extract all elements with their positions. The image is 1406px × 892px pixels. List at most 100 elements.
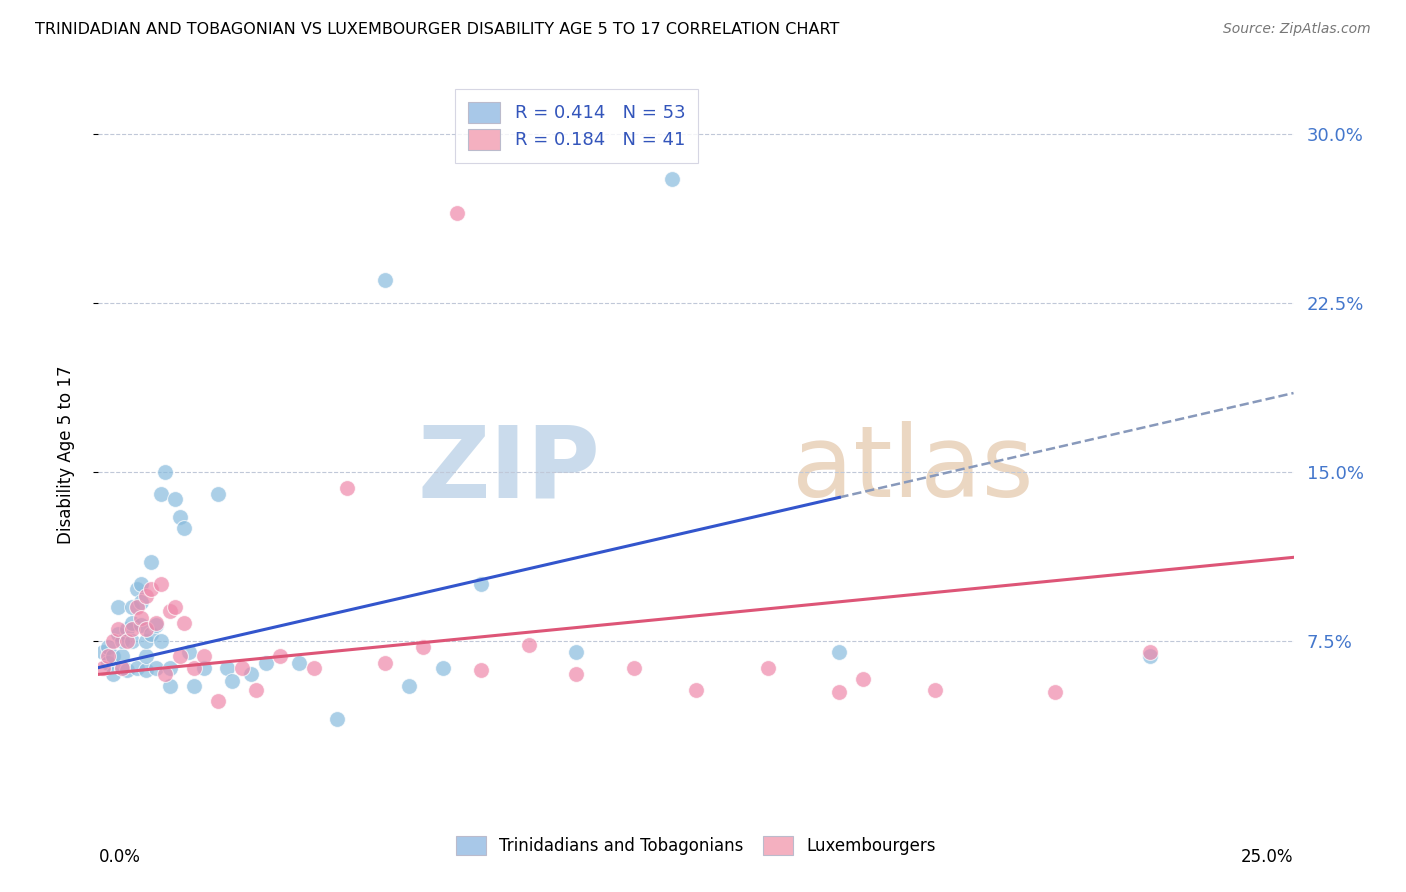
Point (288, 656, 311, 670)
Point (924, 683, 946, 698)
Point (97, 640, 120, 655)
Point (97, 656, 120, 670)
Point (828, 645, 851, 659)
Point (756, 660, 779, 674)
Point (159, 679, 181, 693)
Point (1139, 645, 1161, 659)
Point (131, 595, 153, 609)
Point (131, 577, 153, 591)
Text: Source: ZipAtlas.com: Source: ZipAtlas.com (1223, 22, 1371, 37)
Point (245, 683, 267, 698)
Point (336, 481, 359, 495)
Point (139, 582, 162, 596)
Point (302, 660, 325, 674)
Point (121, 633, 143, 648)
Point (155, 465, 177, 479)
Text: 25.0%: 25.0% (1241, 847, 1294, 865)
Point (470, 663, 492, 677)
Text: TRINIDADIAN AND TOBAGONIAN VS LUXEMBOURGER DISABILITY AGE 5 TO 17 CORRELATION CH: TRINIDADIAN AND TOBAGONIAN VS LUXEMBOURG… (35, 22, 839, 37)
Point (115, 633, 138, 648)
Point (111, 649, 134, 664)
Point (149, 633, 172, 648)
Point (231, 660, 253, 674)
Point (193, 660, 215, 674)
Point (121, 623, 143, 637)
Point (125, 660, 148, 674)
Point (91, 660, 114, 674)
Point (149, 487, 172, 501)
Point (107, 599, 129, 614)
Point (240, 667, 263, 681)
Point (149, 577, 172, 591)
Point (173, 615, 195, 630)
Point (565, 667, 588, 681)
Point (374, 656, 396, 670)
Point (623, 660, 645, 674)
Point (173, 521, 195, 535)
Point (159, 604, 181, 618)
Point (254, 656, 277, 670)
Text: atlas: atlas (792, 421, 1033, 518)
Point (155, 667, 177, 681)
Point (145, 617, 167, 632)
Point (101, 633, 124, 648)
Point (326, 712, 349, 726)
Text: ZIP: ZIP (418, 421, 600, 518)
Point (101, 667, 124, 681)
Point (193, 649, 215, 664)
Point (107, 623, 129, 637)
Y-axis label: Disability Age 5 to 17: Disability Age 5 to 17 (56, 366, 75, 544)
Point (135, 623, 157, 637)
Text: 0.0%: 0.0% (98, 847, 141, 865)
Point (111, 660, 134, 674)
Point (111, 660, 134, 674)
Point (1043, 685, 1066, 699)
Point (183, 660, 205, 674)
Point (115, 663, 138, 677)
Point (101, 649, 124, 664)
Point (169, 649, 191, 664)
Point (412, 640, 434, 655)
Point (432, 660, 454, 674)
Point (207, 487, 229, 501)
Point (107, 627, 129, 641)
Point (221, 674, 243, 689)
Point (207, 694, 229, 708)
Point (179, 645, 201, 659)
Point (121, 615, 143, 630)
Point (97, 649, 120, 664)
Point (1139, 649, 1161, 664)
Legend: Trinidadians and Tobagonians, Luxembourgers: Trinidadians and Tobagonians, Luxembourg… (447, 828, 945, 863)
Point (135, 589, 157, 603)
Point (217, 660, 239, 674)
Point (661, 172, 683, 186)
Point (111, 633, 134, 648)
Point (139, 555, 162, 569)
Point (183, 679, 205, 693)
Point (135, 633, 157, 648)
Point (145, 615, 167, 630)
Point (517, 638, 540, 652)
Point (565, 645, 588, 659)
Point (131, 611, 153, 625)
Point (139, 627, 162, 641)
Point (135, 663, 157, 677)
Point (131, 617, 153, 632)
Point (169, 509, 191, 524)
Point (135, 649, 157, 664)
Point (852, 672, 875, 686)
Point (374, 273, 396, 287)
Point (125, 582, 148, 596)
Point (685, 683, 707, 698)
Point (91, 645, 114, 659)
Point (398, 679, 420, 693)
Point (269, 649, 291, 664)
Point (159, 660, 181, 674)
Point (163, 491, 186, 506)
Point (470, 577, 492, 591)
Point (446, 206, 468, 220)
Point (121, 599, 143, 614)
Point (145, 660, 167, 674)
Point (125, 599, 148, 614)
Point (163, 599, 186, 614)
